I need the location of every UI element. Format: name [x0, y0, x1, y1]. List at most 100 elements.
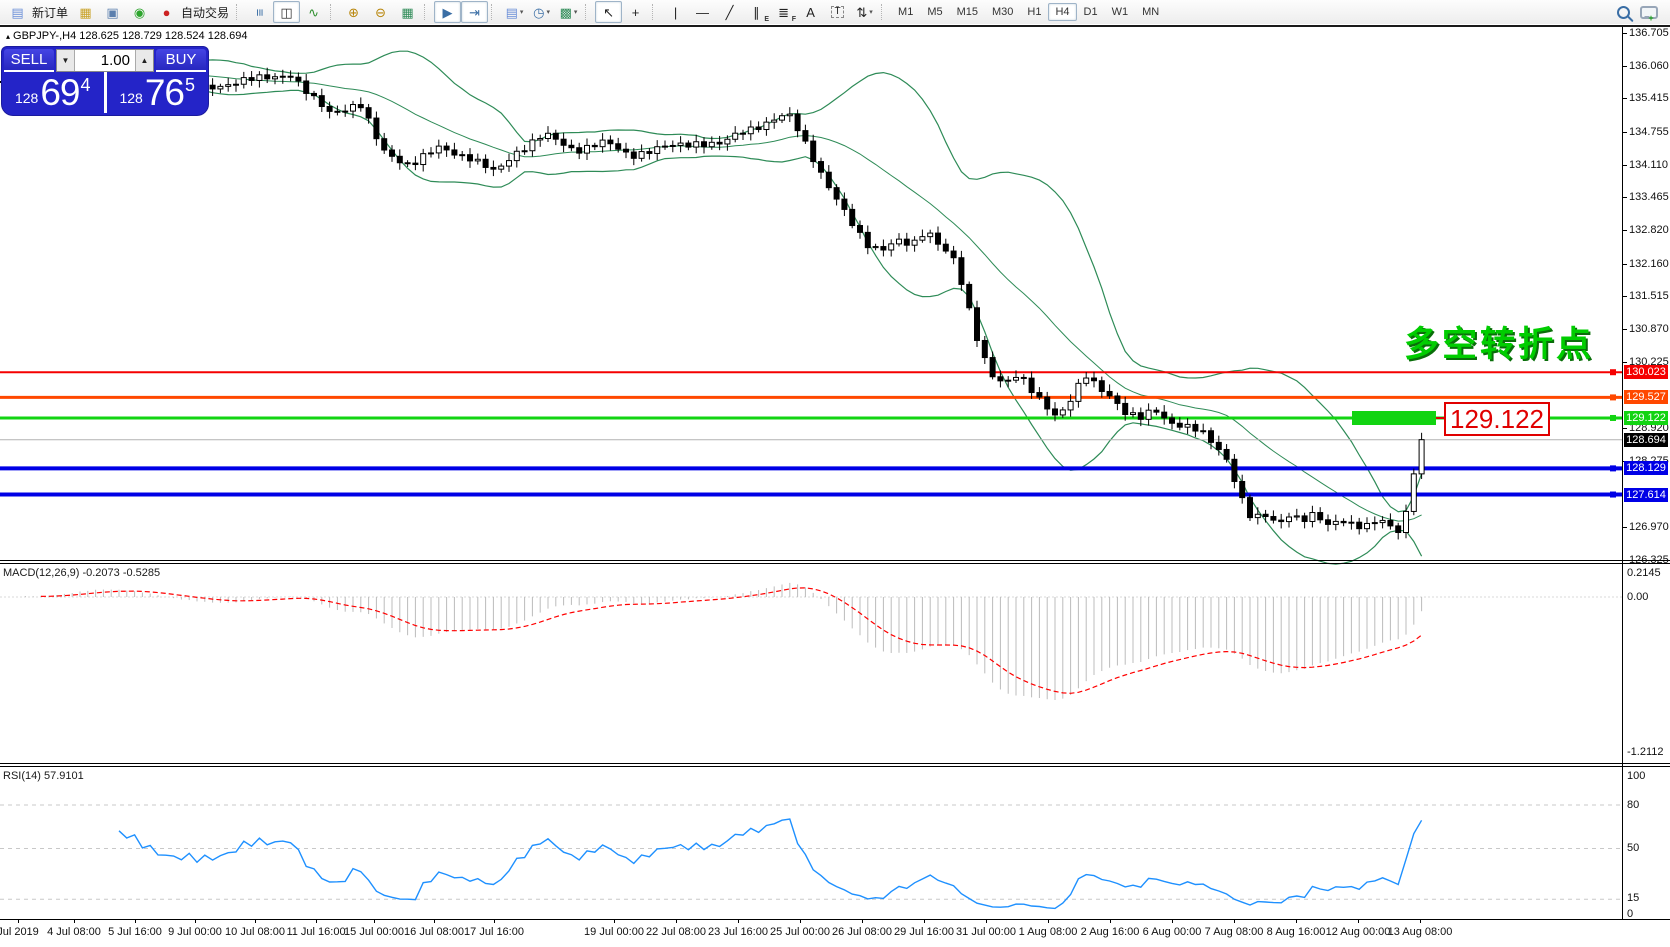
search-icon[interactable]: [1617, 5, 1630, 19]
volume-value[interactable]: 1.00: [100, 52, 130, 69]
new-order-button[interactable]: ▤ +: [11, 4, 1654, 23]
time-axis-label: 5 Jul 16:00: [108, 926, 162, 938]
toolbar-separator: [236, 4, 243, 20]
level-price-label[interactable]: 129.122: [1444, 402, 1550, 436]
turning-point-annotation[interactable]: 多空转折点: [1404, 325, 1595, 364]
time-axis-label: 22 Jul 08:00: [646, 926, 706, 938]
timeframe-m15[interactable]: M15: [956, 6, 978, 18]
time-axis-label: 29 Jul 16:00: [894, 926, 954, 938]
cursor-button[interactable]: ↖: [595, 1, 623, 23]
toolbar-separator: [652, 4, 659, 20]
time-axis-label: 16 Jul 08:00: [404, 926, 464, 938]
sell-price[interactable]: 128 69 4: [2, 72, 107, 113]
panel-separator: [0, 766, 1670, 767]
price-axis-label: 136.060: [1629, 59, 1669, 72]
price-axis-label: 130.225: [1629, 355, 1669, 368]
periods-button[interactable]: ◷ ▾: [533, 4, 550, 20]
templates-button[interactable]: ▩ ▾: [559, 4, 578, 20]
timeframe-h1[interactable]: H1: [1027, 6, 1042, 18]
time-tick: [986, 919, 987, 923]
macd-histogram: [24, 582, 1423, 700]
price-axis-label: 136.705: [1629, 26, 1669, 39]
price-badge-128.129: 128.129: [1624, 461, 1668, 476]
volume-decrease-button[interactable]: ▼: [57, 50, 75, 71]
candlesticks: [0, 57, 1425, 540]
vertical-line-button[interactable]: |: [673, 4, 678, 20]
rsi-scale-label: 0: [1627, 908, 1634, 920]
buy-price-pips: 76: [144, 71, 185, 113]
text-button[interactable]: A: [806, 4, 815, 20]
time-tick: [316, 919, 317, 923]
price-axis-label: 132.160: [1629, 257, 1669, 270]
crosshair-button[interactable]: +: [631, 4, 640, 20]
panel-separator: [0, 563, 1670, 564]
candlestick-chart-button[interactable]: ◫: [273, 1, 301, 23]
price-badge-129.122: 129.122: [1624, 410, 1668, 425]
current-price-badge: 128.694: [1624, 432, 1668, 447]
buy-button[interactable]: BUY: [156, 49, 206, 72]
level-highlight-bar[interactable]: [1352, 411, 1436, 425]
equidistant-channel-button[interactable]: ∥ E: [753, 4, 770, 24]
sell-button[interactable]: SELL: [4, 49, 54, 72]
timeframe-m1[interactable]: M1: [898, 6, 914, 18]
one-click-trade-panel: SELL ▼ 1.00 ▲ BUY 128 69 4 128 76 5: [2, 47, 208, 115]
fibonacci-button[interactable]: ≣ F: [778, 4, 797, 24]
horizontal-line-button[interactable]: —: [696, 4, 710, 20]
auto-scroll-button[interactable]: ▶: [434, 1, 462, 23]
signals-button[interactable]: ◉: [133, 4, 146, 20]
chart-profiles-button[interactable]: ▦: [79, 4, 92, 20]
tile-windows-button[interactable]: ▦: [401, 4, 414, 20]
zoom-in-button[interactable]: ⊕: [348, 4, 359, 20]
axis-tick: [1622, 98, 1627, 100]
time-axis-label: 8 Aug 16:00: [1266, 926, 1326, 938]
timeframe-d1[interactable]: D1: [1083, 6, 1098, 18]
time-tick: [1358, 919, 1359, 923]
autotrade-button[interactable]: ●: [162, 4, 171, 20]
axis-tick: [1622, 527, 1627, 529]
chart-shift-button[interactable]: ⇥: [461, 1, 489, 23]
chart-symbol-ohlc: ▴ GBPJPY-,H4 128.625 128.729 128.524 128.…: [6, 30, 248, 42]
time-tick: [494, 919, 495, 923]
price-axis-label: 128.920: [1629, 422, 1669, 435]
chat-icon[interactable]: [1640, 5, 1658, 19]
indicators-button[interactable]: ▤+▾: [505, 4, 524, 20]
time-tick: [614, 919, 615, 923]
buy-price[interactable]: 128 76 5: [107, 72, 209, 113]
timeframe-m30[interactable]: M30: [992, 6, 1014, 18]
price-axis-label: 126.325: [1629, 553, 1669, 566]
bar-chart-button[interactable]: ≡: [252, 8, 268, 16]
time-tick: [1172, 919, 1173, 923]
timeframe-mn[interactable]: MN: [1142, 6, 1160, 18]
terminal-button[interactable]: ▣: [106, 4, 119, 20]
time-tick: [1420, 919, 1421, 923]
rsi-scale-label: 50: [1627, 842, 1640, 854]
axis-tick: [1622, 131, 1627, 133]
timeframe-w1[interactable]: W1: [1111, 6, 1129, 18]
panel-separator[interactable]: [0, 763, 1670, 764]
arrows-button[interactable]: ⇅ ▾: [856, 4, 873, 20]
trendline-button[interactable]: ╱: [725, 4, 734, 20]
time-axis-label: 7 Aug 08:00: [1204, 926, 1264, 938]
rsi-scale-label: 80: [1627, 799, 1640, 811]
time-tick: [434, 919, 435, 923]
autotrade-button-label[interactable]: 自动交易: [181, 5, 230, 20]
time-tick: [676, 919, 677, 923]
buy-price-point: 5: [185, 75, 196, 95]
window-border: [0, 25, 1670, 27]
axis-tick: [1622, 32, 1627, 34]
macd-scale-label: -1.2112: [1627, 746, 1664, 758]
volume-stepper: ▼ 1.00 ▲: [56, 49, 154, 72]
zoom-out-button[interactable]: ⊖: [375, 4, 386, 20]
macd-signal-line: [40, 587, 1422, 694]
text-label-button[interactable]: T: [824, 1, 851, 23]
new-order-button-label[interactable]: 新订单: [32, 5, 69, 20]
line-chart-button[interactable]: ∿: [308, 4, 319, 20]
price-axis-label: 133.465: [1629, 191, 1669, 204]
timeframe-h4[interactable]: H4: [1048, 3, 1077, 21]
timeframe-m5[interactable]: M5: [927, 6, 943, 18]
panel-separator[interactable]: [0, 560, 1670, 561]
volume-increase-button[interactable]: ▲: [135, 50, 153, 71]
axis-tick: [1622, 296, 1627, 298]
time-axis-label: 2 Aug 16:00: [1080, 926, 1140, 938]
time-tick: [1234, 919, 1235, 923]
